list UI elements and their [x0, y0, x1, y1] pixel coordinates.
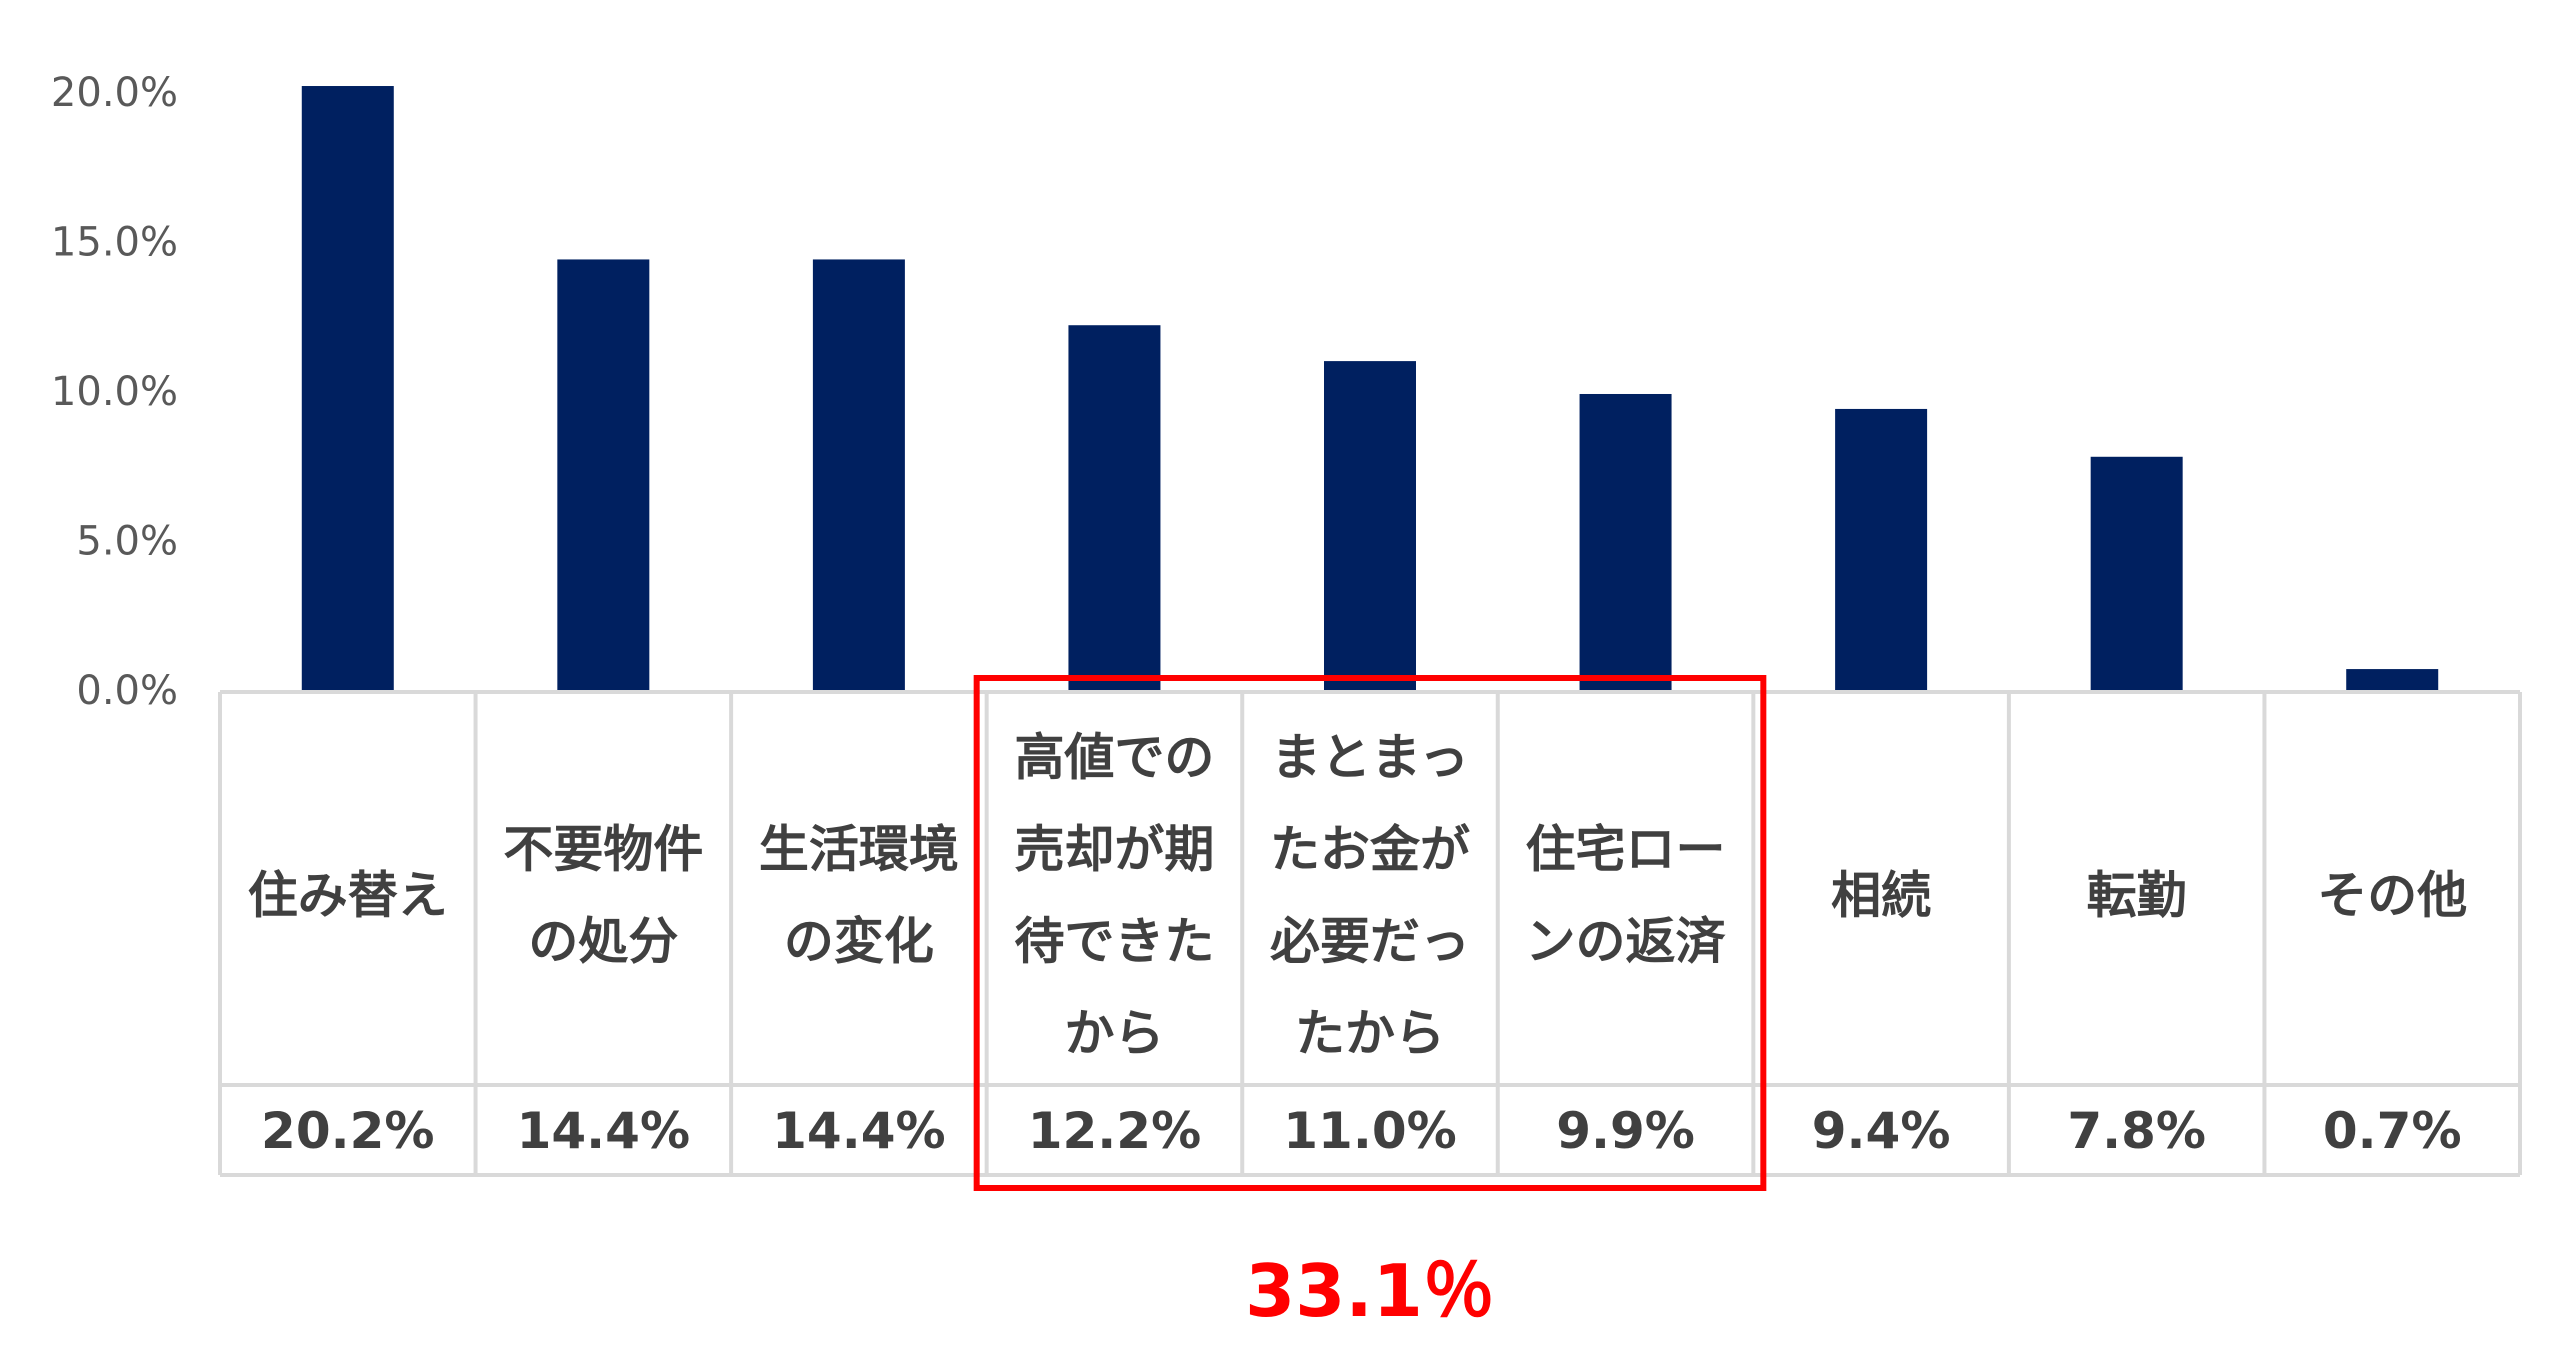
value-label: 9.4%	[1812, 1102, 1951, 1160]
value-label: 14.4%	[517, 1102, 690, 1160]
bar	[812, 259, 905, 690]
category-label: 住み替え	[248, 867, 448, 925]
category-label: その他	[2317, 867, 2467, 925]
category-label: 高値での売却が期待できたから	[1014, 729, 1214, 1063]
bar	[1579, 393, 1672, 690]
category-label: 住宅ローンの返済	[1526, 821, 1727, 971]
category-label: 相続	[1831, 867, 1931, 925]
bar	[557, 259, 650, 690]
bar	[1324, 361, 1416, 690]
bar	[1068, 325, 1161, 690]
bar	[2090, 456, 2183, 690]
bar	[301, 86, 394, 690]
value-label: 9.9%	[1556, 1102, 1695, 1160]
y-axis-ticks: 0.0% 5.0% 10.0% 15.0% 20.0%	[51, 70, 178, 714]
highlight-total-label: 33.1％	[1245, 1249, 1495, 1333]
value-label: 7.8%	[2067, 1102, 2206, 1160]
y-tick-label: 5.0%	[76, 519, 178, 565]
highlight-box	[973, 675, 1767, 1191]
bar	[2346, 669, 2439, 690]
y-tick-label: 0.0%	[76, 668, 178, 714]
category-label: 生活環境の変化	[759, 821, 959, 971]
category-labels: 住み替え不要物件の処分生活環境の変化高値での売却が期待できたからまとまったお金が…	[248, 729, 2467, 1063]
value-label: 14.4%	[772, 1102, 945, 1160]
bar	[1835, 408, 1928, 690]
value-label: 20.2%	[261, 1102, 434, 1160]
bars	[301, 86, 2439, 690]
y-tick-label: 15.0%	[51, 220, 178, 266]
category-label: 転勤	[2087, 867, 2187, 925]
y-tick-label: 20.0%	[51, 70, 178, 116]
value-label: 12.2%	[1028, 1102, 1201, 1160]
y-tick-label: 10.0%	[51, 369, 178, 415]
value-label: 11.0%	[1283, 1102, 1456, 1160]
data-table-grid	[218, 690, 2522, 1177]
value-label: 0.7%	[2323, 1102, 2462, 1160]
category-label: まとまったお金が必要だったから	[1270, 729, 1470, 1063]
category-label: 不要物件の処分	[503, 821, 703, 971]
value-labels: 20.2% 14.4% 14.4% 12.2% 11.0% 9.9% 9.4% 7.8% 0.7…	[261, 1102, 2462, 1160]
